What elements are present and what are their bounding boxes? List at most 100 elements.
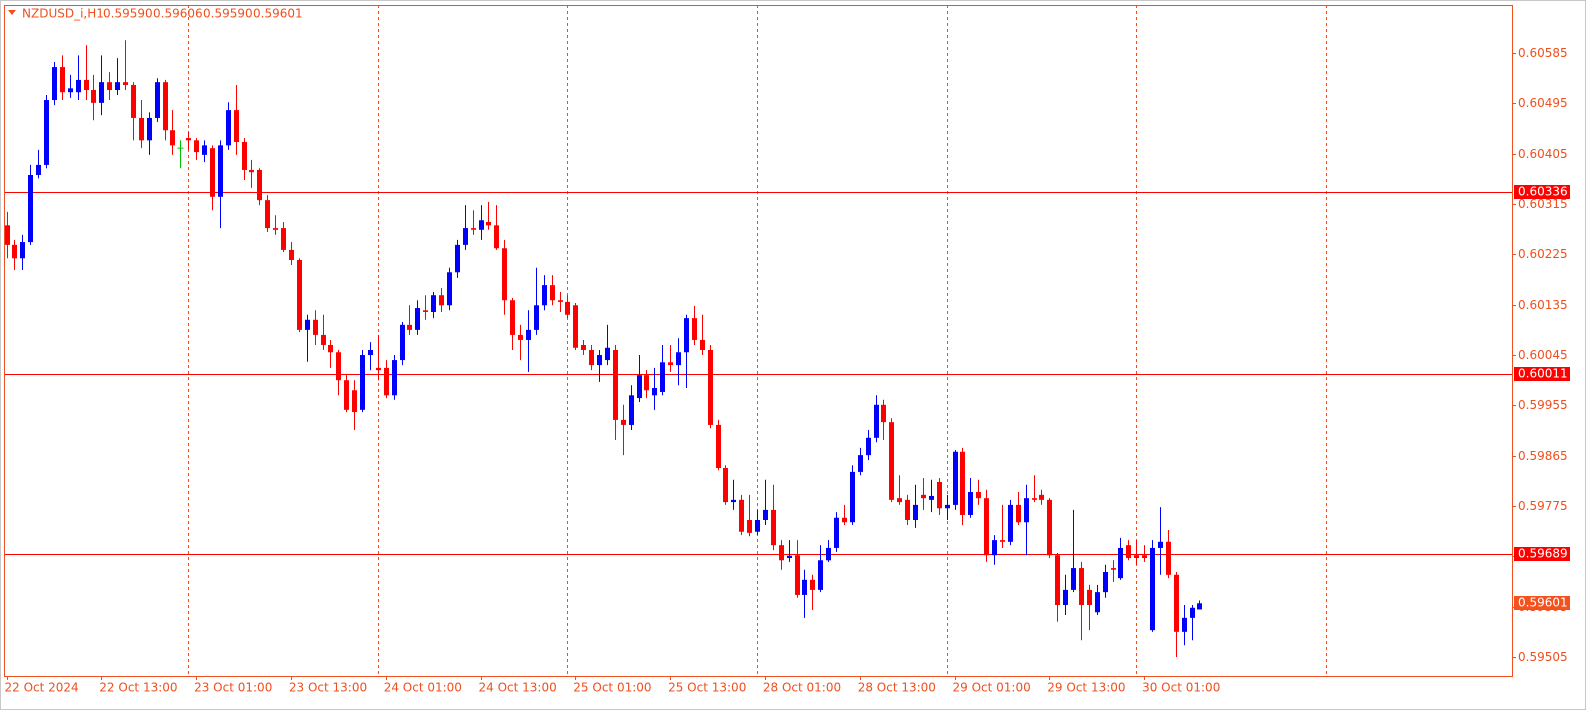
- candle-body: [1008, 504, 1013, 542]
- candle-body: [1126, 545, 1131, 559]
- candle-body: [12, 244, 17, 259]
- candle-body: [550, 285, 555, 301]
- candle-body: [99, 82, 104, 103]
- header-open: 0.59590: [103, 7, 153, 21]
- candle-body: [731, 499, 736, 503]
- candle-body: [834, 517, 839, 548]
- candle-body: [597, 355, 602, 366]
- candle-body: [818, 560, 823, 590]
- candle-body: [60, 67, 65, 93]
- x-tick-label: 24 Oct 01:00: [384, 681, 462, 695]
- candle-body: [242, 141, 247, 170]
- candle-body: [376, 367, 381, 371]
- candle-body: [1087, 589, 1092, 605]
- candle-body: [787, 555, 792, 559]
- y-tick-label: 0.60585: [1518, 46, 1568, 60]
- candle-body: [755, 519, 760, 532]
- candle-body: [802, 579, 807, 595]
- x-tick-label: 23 Oct 01:00: [194, 681, 272, 695]
- candle-body: [52, 67, 57, 101]
- candle-body: [463, 228, 468, 245]
- candle-body: [842, 517, 847, 523]
- hline-price-box: [1514, 367, 1570, 381]
- candle-body: [400, 324, 405, 361]
- header-high: 0.59606: [153, 7, 203, 21]
- candle-body: [976, 492, 981, 499]
- y-tick-label: 0.60495: [1518, 96, 1568, 110]
- candle-body: [5, 225, 10, 245]
- candle-body: [265, 200, 270, 229]
- candle-body: [1000, 540, 1005, 542]
- candle-body: [1039, 494, 1044, 500]
- y-tick-label: 0.60045: [1518, 348, 1568, 362]
- candle-body: [407, 324, 412, 330]
- x-tick-label: 24 Oct 13:00: [479, 681, 557, 695]
- candle-body: [826, 547, 831, 561]
- candle-body: [889, 422, 894, 500]
- symbol: NZDUSD_i,H1: [22, 7, 104, 21]
- candle-body: [1150, 547, 1155, 631]
- candle-body: [1055, 555, 1060, 605]
- candle-body: [123, 82, 128, 85]
- candle-body: [1063, 589, 1068, 605]
- header-marker: [8, 10, 16, 15]
- candle-body: [881, 404, 886, 423]
- x-tick-label: 22 Oct 13:00: [99, 681, 177, 695]
- candle-body: [779, 545, 784, 561]
- hline-price-box: [1514, 185, 1570, 199]
- candle-body: [937, 481, 942, 509]
- candle-body: [945, 504, 950, 509]
- header-low: 0.59590: [203, 7, 253, 21]
- candle-body: [447, 272, 452, 306]
- candle-body: [439, 295, 444, 306]
- y-tick-label: 0.59505: [1518, 650, 1568, 664]
- y-tick-label: 0.59955: [1518, 398, 1568, 412]
- candle-body: [913, 504, 918, 520]
- x-tick-label: 29 Oct 01:00: [953, 681, 1031, 695]
- candle-body: [494, 225, 499, 249]
- x-tick-label: 28 Oct 13:00: [858, 681, 936, 695]
- candle-body: [700, 339, 705, 351]
- candle-body: [431, 295, 436, 312]
- candle-body: [107, 82, 112, 90]
- candle-body: [739, 499, 744, 532]
- candle-body: [692, 318, 697, 340]
- axes: 0.60585 0.60495 0.60405 0.60315 0.60225 0.601…: [5, 46, 1570, 695]
- y-tick-label: 0.59865: [1518, 449, 1568, 463]
- plot-frame: [4, 5, 1513, 677]
- candle-body: [352, 390, 357, 413]
- candle-body: [28, 174, 33, 243]
- candles: [5, 40, 1202, 657]
- candle-body: [708, 350, 713, 425]
- candle-body: [526, 329, 531, 340]
- x-tick-label: 25 Oct 13:00: [668, 681, 746, 695]
- candle-body: [534, 305, 539, 330]
- candle-body: [1079, 568, 1084, 605]
- candle-body: [510, 300, 515, 335]
- candle-body: [257, 169, 262, 201]
- x-tick-label: 23 Oct 13:00: [289, 681, 367, 695]
- candle-body: [471, 228, 476, 230]
- candle-body: [660, 362, 665, 392]
- candle-body: [716, 424, 721, 468]
- candle-body: [91, 89, 96, 103]
- x-tick-label: 25 Oct 01:00: [573, 681, 651, 695]
- candle-body: [392, 360, 397, 396]
- candle-body: [858, 455, 863, 472]
- candle-body: [289, 249, 294, 260]
- header-close: 0.59601: [253, 7, 303, 21]
- candle-body: [874, 404, 879, 438]
- candle-body: [1190, 607, 1195, 618]
- candle-body: [281, 228, 286, 250]
- candle-body: [131, 84, 136, 118]
- candle-body: [953, 451, 958, 505]
- candle-body: [305, 319, 310, 330]
- hline-price-label: 0.60336: [1518, 185, 1568, 199]
- candle-body: [1158, 541, 1163, 548]
- candle-body: [36, 164, 41, 175]
- x-tick-label: 29 Oct 13:00: [1047, 681, 1125, 695]
- current-price-label: 0.59601: [1518, 596, 1568, 610]
- candle-body: [629, 395, 634, 425]
